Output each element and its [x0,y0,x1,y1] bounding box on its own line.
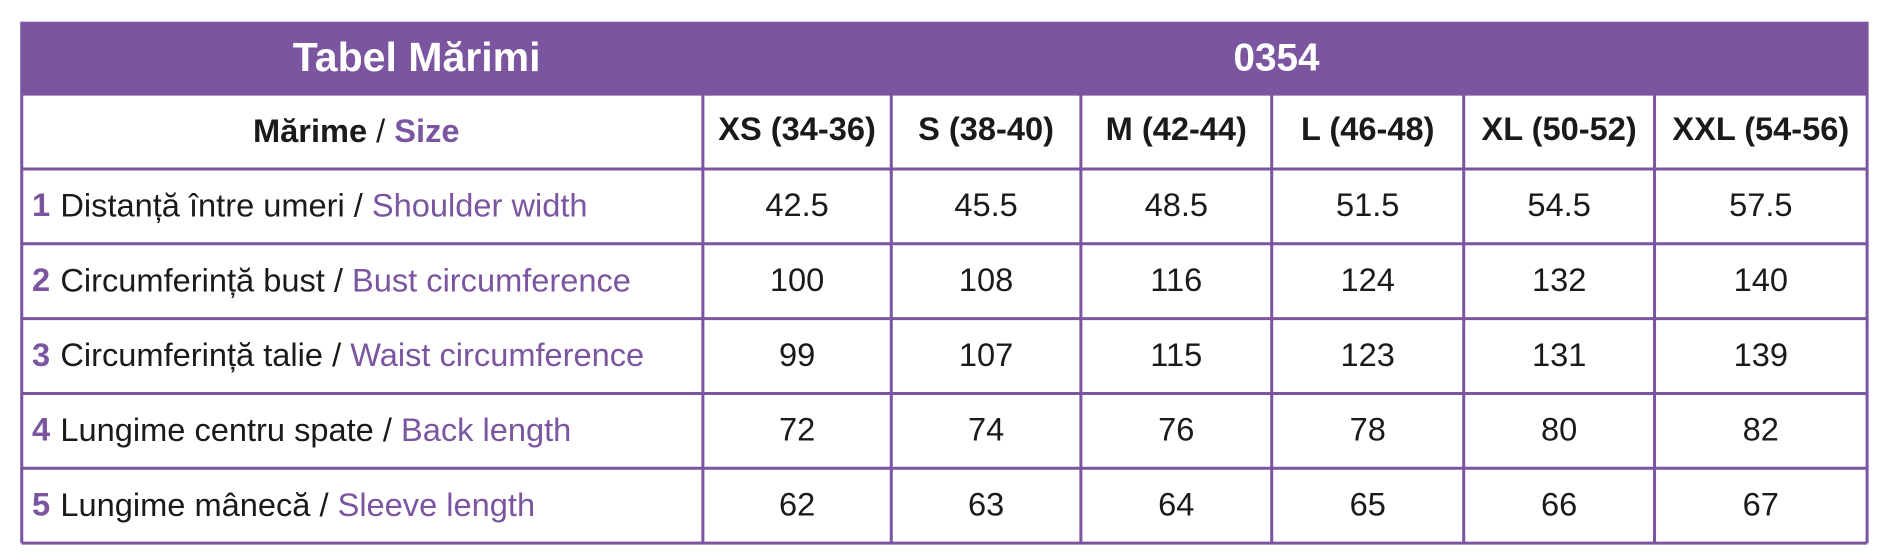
size-header: S (38-40) [918,110,1054,147]
row-number: 1 [32,186,50,223]
cell-value: 42.5 [765,186,828,223]
cell-value: 62 [779,486,815,523]
cell-value: 67 [1743,486,1779,523]
row-label: Circumferință bust / Bust circumference [60,261,631,298]
cell-value: 72 [779,411,815,448]
size-header: XXL (54-56) [1672,110,1849,147]
separator: / [334,261,344,298]
size-label-en: Size [394,111,459,148]
separator: / [354,186,364,223]
cell-value: 57.5 [1729,186,1792,223]
row-number: 3 [32,336,50,373]
cell-value: 132 [1532,261,1586,298]
measure-ro: Circumferință bust [60,261,324,298]
size-header: M (42-44) [1106,110,1247,147]
cell-value: 45.5 [954,186,1017,223]
size-header: XL (50-52) [1482,110,1637,147]
header-bar [21,21,1868,95]
cell-value: 99 [779,336,815,373]
cell-value: 74 [968,411,1004,448]
measure-ro: Lungime mânecă [60,486,311,523]
row-label: Lungime centru spate / Back length [60,411,571,448]
size-header: XS (34-36) [718,110,876,147]
measure-en: Bust circumference [352,261,631,298]
cell-value: 66 [1541,486,1577,523]
cell-value: 63 [968,486,1004,523]
measure-en: Sleeve length [338,486,536,523]
cell-value: 100 [770,261,824,298]
separator: / [332,336,342,373]
measure-ro: Lungime centru spate [60,411,373,448]
cell-value: 65 [1350,486,1386,523]
separator: / [376,111,386,148]
cell-value: 108 [959,261,1013,298]
measure-en: Waist circumference [350,336,644,373]
cell-value: 107 [959,336,1013,373]
row-number: 4 [32,411,50,448]
measure-en: Back length [401,411,571,448]
separator: / [319,486,329,523]
cell-value: 140 [1734,261,1788,298]
row-label: Lungime mânecă / Sleeve length [60,486,535,523]
cell-value: 116 [1150,261,1202,298]
table-title: Tabel Mărimi [293,34,541,80]
cell-value: 123 [1341,336,1395,373]
cell-value: 115 [1150,336,1202,373]
cell-value: 48.5 [1145,186,1208,223]
size-header: L (46-48) [1301,110,1434,147]
cell-value: 80 [1541,411,1577,448]
measure-ro: Distanță între umeri [60,186,344,223]
cell-value: 124 [1341,261,1395,298]
row-label: Distanță între umeri / Shoulder width [60,186,587,223]
row-number: 5 [32,486,50,523]
cell-value: 51.5 [1336,186,1399,223]
row-label: Circumferință talie / Waist circumferenc… [60,336,644,373]
size-label: Mărime / Size [253,111,460,148]
grid [20,21,1869,545]
separator: / [383,411,393,448]
measure-ro: Circumferință talie [60,336,323,373]
cell-value: 76 [1158,411,1194,448]
size-label-ro: Mărime [253,111,367,148]
cell-value: 78 [1350,411,1386,448]
cell-value: 64 [1158,486,1194,523]
row-number: 2 [32,261,50,298]
cell-value: 131 [1532,336,1586,373]
cell-value: 139 [1734,336,1788,373]
model-code: 0354 [1234,37,1320,80]
cell-value: 82 [1743,411,1779,448]
cell-value: 54.5 [1527,186,1590,223]
measure-en: Shoulder width [372,186,588,223]
